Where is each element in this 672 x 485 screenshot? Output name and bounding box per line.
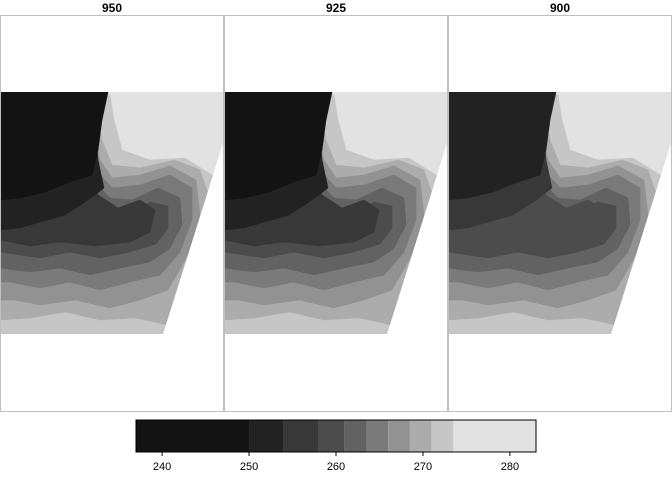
legend-tick-label-270: 270 <box>414 461 432 473</box>
field-900 <box>448 92 672 334</box>
panel-900: 900 <box>448 1 672 412</box>
legend-tick-label-280: 280 <box>501 461 519 473</box>
legend-tick-label-250: 250 <box>240 461 258 473</box>
field-band-925-9 <box>224 92 333 201</box>
panel-title-925: 925 <box>326 1 346 15</box>
panel-title-900: 900 <box>550 1 570 15</box>
legend-swatch-3 <box>318 420 345 452</box>
field-925 <box>224 92 448 334</box>
field-band-900-9 <box>448 92 557 201</box>
panel-title-950: 950 <box>102 1 122 15</box>
panel-925: 925 <box>224 1 448 412</box>
legend-tick-label-260: 260 <box>327 461 345 473</box>
panel-border-950 <box>0 15 224 412</box>
legend-swatch-2 <box>283 420 319 452</box>
legend-swatch-4 <box>344 420 367 452</box>
field-band-950-9 <box>0 92 109 201</box>
legend-swatch-8 <box>431 420 454 452</box>
field-950 <box>0 92 224 334</box>
legend-swatch-9 <box>453 420 536 452</box>
legend-swatch-6 <box>388 420 410 452</box>
panel-border-925 <box>224 15 448 412</box>
legend-swatch-1 <box>249 420 284 452</box>
panel-950: 950 <box>0 1 224 412</box>
legend-swatch-5 <box>366 420 389 452</box>
legend-tick-label-240: 240 <box>153 461 171 473</box>
legend-swatch-7 <box>409 420 432 452</box>
legend-swatch-0 <box>136 420 250 452</box>
